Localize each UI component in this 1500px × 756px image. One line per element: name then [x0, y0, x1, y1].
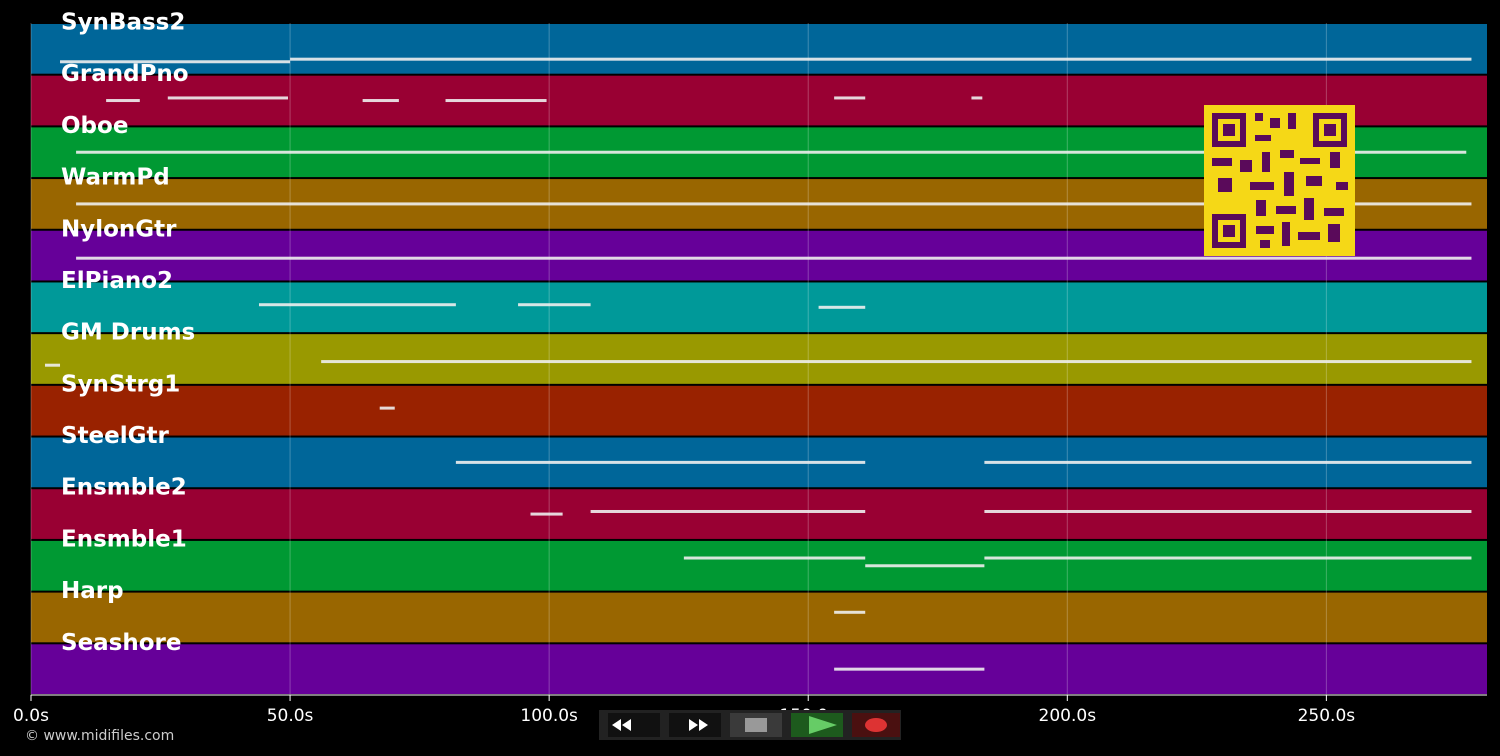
track-name: NylonGtr [61, 216, 177, 242]
track-row [31, 385, 1487, 436]
note [971, 96, 983, 100]
note [518, 303, 591, 307]
track-row [31, 282, 1487, 333]
track-name: SynBass2 [61, 10, 185, 36]
tick-label: 0.0s [13, 706, 49, 726]
play-button[interactable] [791, 713, 843, 737]
note [984, 460, 1472, 464]
track-name: Ensmble2 [61, 475, 187, 501]
track-name: Ensmble1 [61, 526, 187, 552]
track-row [31, 592, 1487, 643]
note [60, 60, 291, 64]
track-name: GM Drums [61, 320, 195, 346]
stop-button[interactable] [730, 713, 782, 737]
track-name: SynStrg1 [61, 371, 180, 397]
note [590, 509, 866, 513]
track-row [31, 540, 1487, 591]
qr-code [1204, 105, 1355, 256]
track-name: Oboe [61, 113, 128, 139]
tick-label: 100.0s [520, 706, 578, 726]
notes [44, 57, 1472, 671]
note [290, 57, 1472, 61]
note [167, 96, 289, 100]
note [76, 256, 1472, 260]
note [258, 303, 456, 307]
track-name: Seashore [61, 630, 182, 656]
note [76, 150, 1467, 154]
note [865, 564, 985, 568]
note [106, 99, 140, 103]
note [445, 99, 547, 103]
note [834, 96, 866, 100]
track-name: ElPiano2 [61, 268, 173, 294]
tick-label: 200.0s [1039, 706, 1097, 726]
note [818, 305, 866, 309]
track-row [31, 334, 1487, 384]
note [362, 99, 399, 103]
note [44, 363, 61, 367]
record-button[interactable] [852, 713, 900, 737]
track-name: GrandPno [61, 61, 189, 87]
track-labels: SynBass2 GrandPno Oboe WarmPd NylonGtr ElPian… [61, 10, 195, 656]
rewind-button[interactable] [608, 713, 660, 737]
note [530, 512, 563, 516]
note [379, 406, 395, 410]
time-grid [30, 23, 1327, 695]
note [984, 556, 1472, 560]
transport [599, 710, 901, 740]
note [834, 667, 985, 671]
note [834, 610, 866, 614]
forward-button[interactable] [669, 713, 721, 737]
track-name: WarmPd [61, 165, 170, 191]
track-row [31, 24, 1487, 74]
footer: © www.midifiles.com [25, 728, 174, 744]
track-name: Harp [61, 578, 124, 604]
note [683, 556, 866, 560]
note [455, 460, 866, 464]
track-row [31, 644, 1487, 694]
track-row [31, 489, 1487, 539]
note [76, 202, 1472, 206]
note [984, 509, 1472, 513]
track-name: SteelGtr [61, 423, 170, 449]
tick-label: 50.0s [267, 706, 314, 726]
note [321, 360, 1472, 364]
tick-label: 250.0s [1298, 706, 1356, 726]
